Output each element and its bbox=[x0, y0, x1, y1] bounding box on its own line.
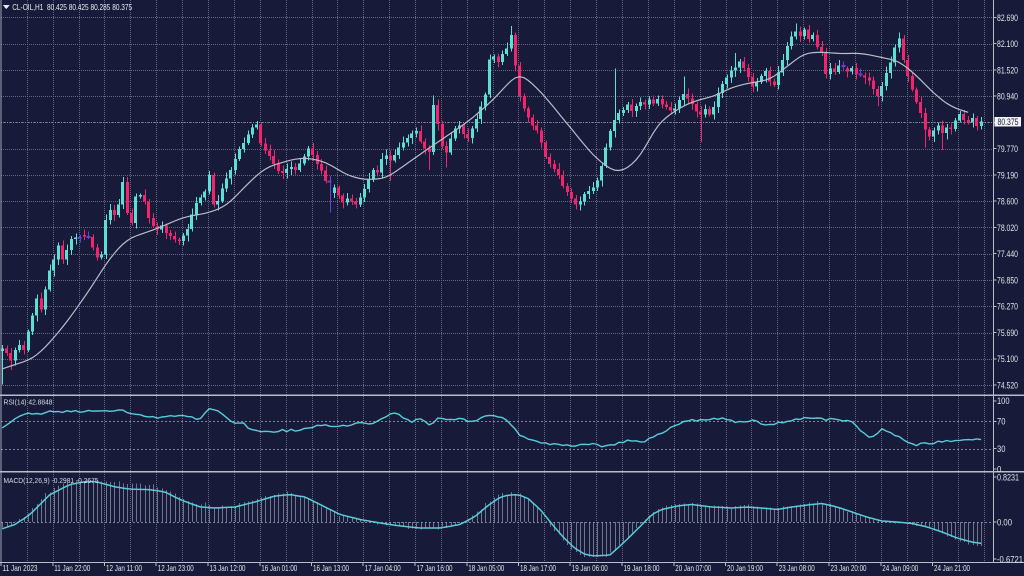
svg-text:11 Jan 22:00: 11 Jan 22:00 bbox=[54, 564, 90, 573]
svg-text:79.190: 79.190 bbox=[997, 170, 1018, 180]
svg-text:20 Jan 07:00: 20 Jan 07:00 bbox=[675, 564, 711, 573]
svg-text:79.770: 79.770 bbox=[997, 144, 1018, 154]
svg-text:12 Jan 11:00: 12 Jan 11:00 bbox=[106, 564, 142, 573]
svg-text:23 Jan 20:00: 23 Jan 20:00 bbox=[831, 564, 867, 573]
svg-text:77.440: 77.440 bbox=[997, 249, 1018, 259]
svg-text:82.100: 82.100 bbox=[997, 39, 1018, 49]
svg-text:80.940: 80.940 bbox=[997, 92, 1018, 102]
svg-text:17 Jan 04:00: 17 Jan 04:00 bbox=[365, 564, 401, 573]
svg-text:16 Jan 01:00: 16 Jan 01:00 bbox=[261, 564, 297, 573]
svg-text:13 Jan 12:00: 13 Jan 12:00 bbox=[210, 564, 246, 573]
svg-text:18 Jan 17:00: 18 Jan 17:00 bbox=[520, 564, 556, 573]
svg-text:-0.6721: -0.6721 bbox=[997, 554, 1023, 564]
svg-text:16 Jan 13:00: 16 Jan 13:00 bbox=[313, 564, 349, 573]
svg-text:76.270: 76.270 bbox=[997, 302, 1018, 312]
svg-text:17 Jan 16:00: 17 Jan 16:00 bbox=[417, 564, 453, 573]
svg-text:82.690: 82.690 bbox=[997, 13, 1018, 23]
svg-text:MACD(12,26,9) -0.2981 -0.2675: MACD(12,26,9) -0.2981 -0.2675 bbox=[4, 476, 99, 485]
svg-text:20 Jan 19:00: 20 Jan 19:00 bbox=[727, 564, 763, 573]
svg-text:24 Jan 21:00: 24 Jan 21:00 bbox=[934, 564, 970, 573]
svg-text:80.375: 80.375 bbox=[998, 117, 1019, 127]
svg-text:11 Jan 2023: 11 Jan 2023 bbox=[3, 564, 38, 573]
svg-text:78.020: 78.020 bbox=[997, 223, 1018, 233]
svg-text:75.100: 75.100 bbox=[997, 354, 1018, 364]
svg-text:30: 30 bbox=[997, 444, 1005, 454]
svg-text:74.520: 74.520 bbox=[997, 380, 1018, 390]
svg-text:0.8231: 0.8231 bbox=[997, 472, 1019, 482]
svg-text:12 Jan 23:00: 12 Jan 23:00 bbox=[158, 564, 194, 573]
svg-text:76.850: 76.850 bbox=[997, 275, 1018, 285]
svg-text:0.00: 0.00 bbox=[997, 517, 1012, 527]
svg-text:18 Jan 05:00: 18 Jan 05:00 bbox=[468, 564, 504, 573]
svg-text:81.520: 81.520 bbox=[997, 65, 1018, 75]
svg-text:19 Jan 18:00: 19 Jan 18:00 bbox=[624, 564, 660, 573]
svg-text:CL-OIL,H1 80.425 80.425 80.28: CL-OIL,H1 80.425 80.425 80.285 80.375 bbox=[12, 3, 132, 12]
svg-text:23 Jan 08:00: 23 Jan 08:00 bbox=[779, 564, 815, 573]
svg-text:78.600: 78.600 bbox=[997, 197, 1018, 207]
svg-text:19 Jan 06:00: 19 Jan 06:00 bbox=[572, 564, 608, 573]
svg-text:100: 100 bbox=[997, 396, 1010, 406]
svg-text:RSI(14) 42.8848: RSI(14) 42.8848 bbox=[4, 398, 53, 407]
svg-text:75.690: 75.690 bbox=[997, 328, 1018, 338]
svg-text:24 Jan 09:00: 24 Jan 09:00 bbox=[882, 564, 918, 573]
svg-text:0: 0 bbox=[997, 465, 1001, 475]
svg-text:70: 70 bbox=[997, 417, 1005, 427]
